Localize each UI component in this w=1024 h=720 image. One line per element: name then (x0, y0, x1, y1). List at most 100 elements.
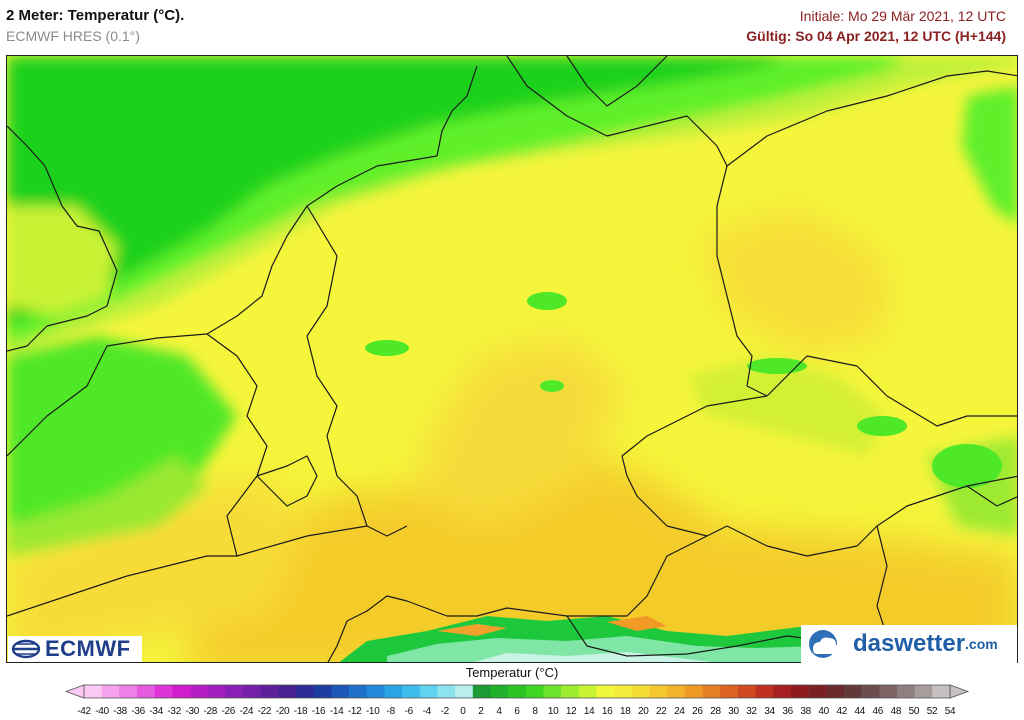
scale-swatch (84, 685, 102, 698)
scale-tick-label: -6 (404, 706, 414, 717)
daswetter-logo[interactable]: daswetter .com (801, 625, 1017, 663)
scale-tick-label: 10 (547, 706, 559, 717)
scale-swatch (225, 685, 244, 698)
cool-zone-northeast (962, 86, 1017, 225)
scale-tick-label: -12 (347, 706, 362, 717)
scale-swatch (243, 685, 262, 698)
scale-swatch (737, 685, 756, 698)
scale-tick-label: -16 (311, 706, 326, 717)
scale-swatch (207, 685, 226, 698)
scale-tick-label: 52 (926, 706, 938, 717)
scale-tick-label: -34 (149, 706, 163, 717)
ecmwf-logo: ECMWF (8, 636, 142, 662)
scale-swatch (578, 685, 597, 698)
scale-swatch (561, 685, 580, 698)
cool-zone-channel (7, 336, 237, 536)
border-germany-czech (621, 395, 768, 547)
scale-swatch (826, 685, 845, 698)
coast-baltic-2 (726, 70, 1017, 167)
scale-tick-label: -24 (239, 706, 254, 717)
border-germany-east (716, 165, 768, 397)
scale-swatch (667, 685, 686, 698)
warm-zone-east (697, 206, 887, 356)
coast-germany-north (436, 65, 478, 157)
scale-tick-label: -40 (95, 706, 109, 717)
scale-tick-label: 40 (818, 706, 829, 717)
border-austria-italy (566, 615, 828, 657)
border-switzerland-south (327, 620, 348, 662)
scale-swatch (525, 685, 544, 698)
borders (7, 56, 1017, 662)
scale-swatch (684, 685, 703, 698)
scale-tick-label: 28 (710, 706, 721, 717)
border-luxembourg (256, 455, 318, 507)
green-spot (365, 340, 409, 356)
map-header-right: Initiale: Mo 29 Mär 2021, 12 UTC Gültig:… (746, 6, 1006, 46)
border-germany-switzerland (346, 595, 448, 622)
cool-zone-france (7, 456, 207, 556)
scale-tick-label: -38 (113, 706, 127, 717)
temperature-map[interactable] (6, 55, 1018, 663)
england-patch (7, 206, 117, 316)
scale-tick-label: -18 (293, 706, 308, 717)
scale-swatch (508, 685, 527, 698)
scale-swatch (896, 685, 915, 698)
scale-tick-label: 4 (496, 706, 502, 717)
scale-swatch (702, 685, 721, 698)
scale-swatch (190, 685, 209, 698)
scale-swatch (402, 685, 421, 698)
green-spot (747, 358, 807, 374)
scale-tick-label: 8 (532, 706, 538, 717)
green-spot (527, 292, 567, 310)
init-time: Initiale: Mo 29 Mär 2021, 12 UTC (799, 8, 1006, 24)
legend-title: Temperatur (°C) (465, 665, 559, 680)
scale-tick-label: -26 (221, 706, 236, 717)
border-belgium (206, 333, 268, 477)
scale-tick-label: 22 (656, 706, 667, 717)
scale-tick-label: -8 (386, 706, 396, 717)
scale-swatch (614, 685, 633, 698)
warm-zone-central (417, 336, 627, 526)
green-spot (540, 380, 564, 392)
scale-swatch (278, 685, 297, 698)
scale-swatch (349, 685, 368, 698)
scale-swatch (543, 685, 562, 698)
scale-swatch (472, 685, 491, 698)
scale-swatch (843, 685, 862, 698)
model-name: ECMWF HRES (0.1°) (6, 28, 140, 44)
scale-tick-label: 46 (872, 706, 884, 717)
scale-tick-label: 38 (800, 706, 811, 717)
scale-tick-label: -22 (257, 706, 272, 717)
scale-swatch (331, 685, 350, 698)
coast-france-north (7, 333, 208, 457)
cloud-sun-icon (809, 630, 841, 658)
scale-tick-label: -10 (365, 706, 380, 717)
scale-swatch (172, 685, 191, 698)
scale-swatch (596, 685, 615, 698)
scale-swatch (437, 685, 456, 698)
scale-arrow-left (64, 684, 85, 699)
scale-swatch (861, 685, 880, 698)
scale-tick-label: 48 (890, 706, 902, 717)
scale-swatch (790, 685, 809, 698)
scale-swatch (720, 685, 739, 698)
ecmwf-logo-icon (11, 639, 41, 659)
scale-tick-label: 20 (638, 706, 649, 717)
scale-arrow-right (949, 684, 970, 699)
coast-sweden (566, 56, 668, 107)
scale-tick-label: -36 (131, 706, 145, 717)
scale-tick-label: -32 (167, 706, 181, 717)
scale-swatch (154, 685, 173, 698)
scale-tick-label: 50 (908, 706, 920, 717)
scale-swatch (137, 685, 155, 698)
coast-england (7, 125, 118, 352)
map-title: 2 Meter: Temperatur (°C). (6, 7, 185, 24)
daswetter-name: daswetter (853, 630, 966, 657)
scale-tick-label: 54 (944, 706, 956, 717)
scale-swatch (260, 685, 279, 698)
border-germany-austria (447, 535, 708, 617)
border-germany-west (306, 205, 408, 537)
scale-tick-label: 36 (782, 706, 793, 717)
scale-swatch (879, 685, 898, 698)
daswetter-tld: .com (965, 636, 998, 652)
